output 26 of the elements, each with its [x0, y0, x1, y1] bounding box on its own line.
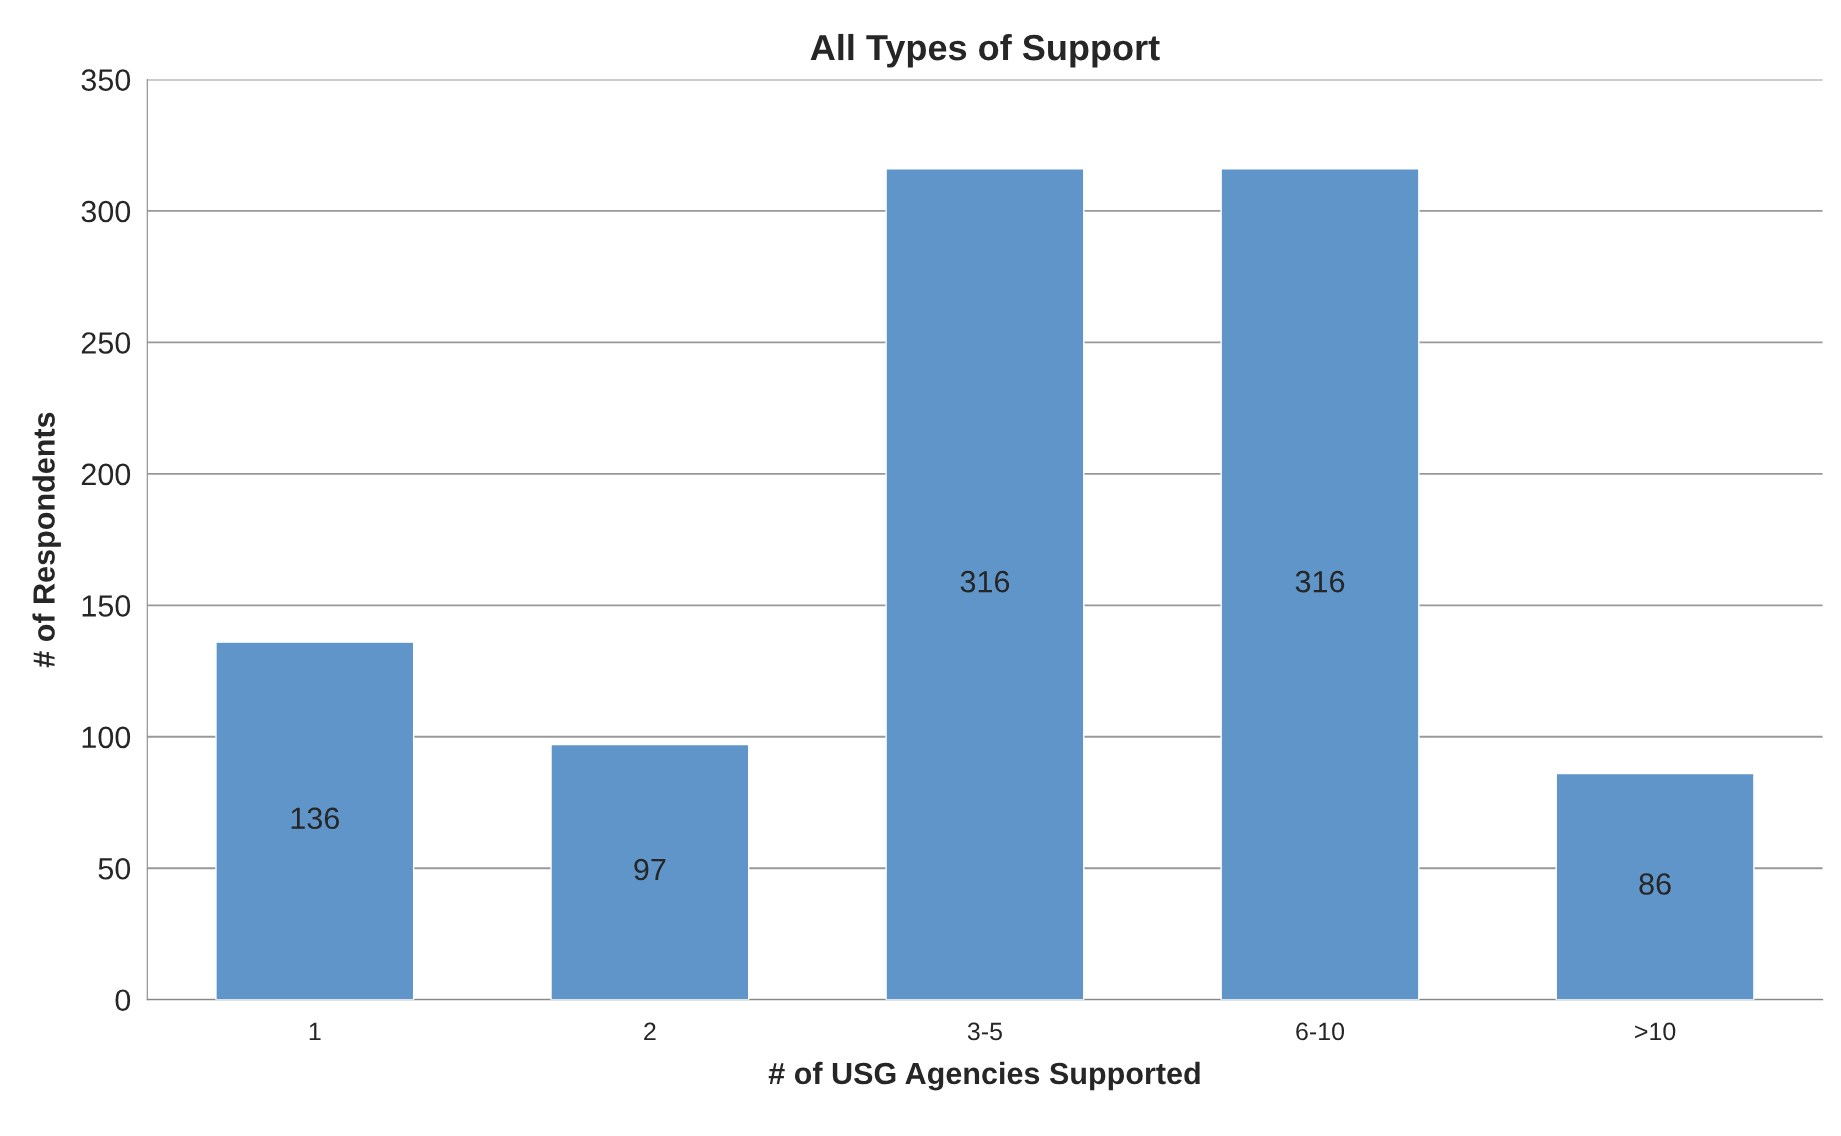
bar: [550, 743, 750, 1000]
data-label: 97: [634, 858, 666, 881]
x-tick-label: 6-10: [1296, 1022, 1345, 1041]
bar: [1555, 772, 1755, 1000]
x-axis-title: # of USG Agencies Supported: [768, 1061, 1200, 1091]
bar: [1220, 168, 1420, 1000]
data-label: 316: [1295, 570, 1345, 593]
x-tick-label: 3-5: [967, 1022, 1002, 1041]
data-label: 316: [960, 570, 1010, 593]
data-label: 86: [1639, 873, 1671, 895]
chart-title: All Types of Support: [810, 33, 1160, 68]
y-tick-label: 150: [82, 595, 131, 617]
x-tick-label: 2: [644, 1022, 656, 1041]
y-tick-label: 300: [81, 200, 131, 223]
y-tick-label: 100: [82, 726, 131, 749]
y-tick-label: 200: [81, 463, 131, 486]
y-tick-label: 50: [98, 857, 131, 880]
data-label: 136: [291, 807, 339, 830]
bar: [885, 168, 1085, 1000]
y-tick-label: 250: [81, 332, 131, 354]
y-tick-label: 350: [81, 69, 131, 91]
y-axis-title: # of Respondents: [32, 412, 61, 668]
x-tick-label: 1: [309, 1022, 321, 1041]
bar: [215, 641, 415, 1000]
y-tick-label: 0: [115, 989, 131, 1012]
x-tick-label: >10: [1635, 1022, 1676, 1041]
